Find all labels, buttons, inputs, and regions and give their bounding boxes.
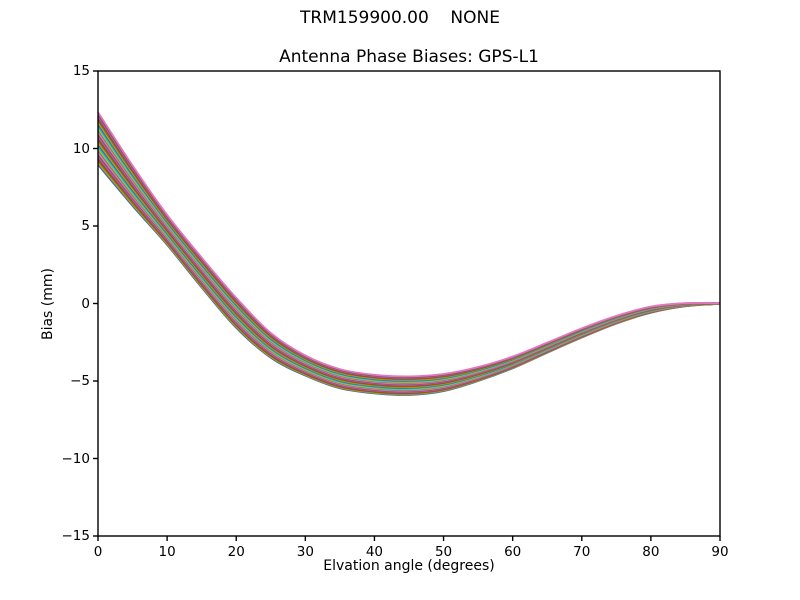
bias-curve <box>98 123 720 382</box>
x-tick-label: 30 <box>296 544 314 560</box>
x-tick-label: 0 <box>93 544 103 560</box>
y-tick-label: 15 <box>72 63 90 79</box>
bias-curve <box>98 162 720 396</box>
x-axis-label: Elvation angle (degrees) <box>323 558 495 574</box>
chart-title: Antenna Phase Biases: GPS-L1 <box>279 47 539 67</box>
y-tick-label: −15 <box>61 528 91 544</box>
x-tick-label: 20 <box>227 544 245 560</box>
bias-curve <box>98 125 720 383</box>
curve-group <box>98 111 720 396</box>
bias-curve <box>98 127 720 384</box>
figure-title: TRM159900.00 NONE <box>300 8 500 28</box>
bias-curve <box>98 164 720 396</box>
y-tick-label: 10 <box>72 140 90 157</box>
x-tick-label: 40 <box>365 544 384 560</box>
y-tick-label: 0 <box>81 295 90 312</box>
y-tick-label: −5 <box>70 373 90 389</box>
axes-spines <box>97 70 721 537</box>
x-tick-label: 80 <box>642 544 660 560</box>
x-tick-label: 10 <box>158 544 176 560</box>
y-tick-label: 5 <box>81 218 90 234</box>
y-tick-label: −10 <box>61 450 91 467</box>
x-tick-label: 60 <box>504 544 522 560</box>
bias-curve <box>98 121 720 381</box>
bias-curve <box>98 111 720 378</box>
x-tick-label: 70 <box>573 544 591 560</box>
bias-curve <box>98 160 720 395</box>
bias-curve <box>98 129 720 384</box>
x-tick-label: 90 <box>711 544 729 560</box>
x-tick-label: 50 <box>434 544 453 560</box>
